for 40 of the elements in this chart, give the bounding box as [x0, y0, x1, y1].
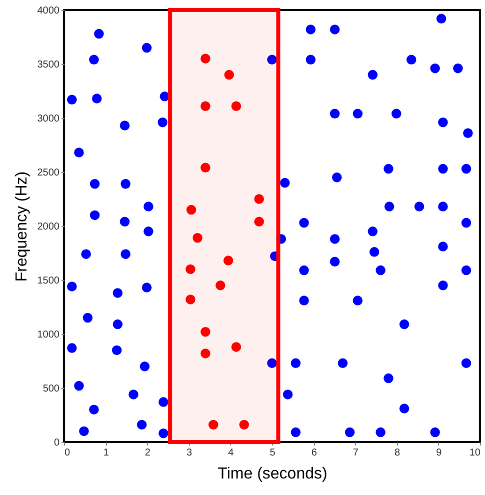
- point: [200, 348, 210, 358]
- point: [254, 216, 264, 227]
- y-tick-label: 3500: [37, 60, 60, 70]
- y-tick-label: 2500: [37, 168, 60, 178]
- point: [200, 326, 210, 337]
- y-tick-label: 1000: [37, 330, 60, 340]
- point: [192, 233, 202, 243]
- point: [254, 194, 264, 204]
- y-tick-label: 500: [42, 384, 60, 394]
- point: [186, 204, 196, 215]
- y-tick-label: 3000: [37, 114, 60, 124]
- x-tick-label: 5: [270, 448, 276, 458]
- x-axis-title: Time (seconds): [218, 466, 328, 482]
- point: [200, 162, 210, 173]
- y-tick-label: 1500: [37, 276, 60, 286]
- y-tick-label: 0: [54, 438, 60, 448]
- x-tick-label: 8: [394, 448, 401, 458]
- point: [186, 294, 196, 304]
- point: [186, 264, 196, 274]
- y-axis-title: Frequency (Hz): [13, 171, 30, 282]
- y-tick-label: 4000: [37, 6, 60, 16]
- point: [200, 54, 210, 64]
- point: [223, 256, 234, 266]
- x-tick-label: 4: [228, 448, 234, 458]
- point: [239, 420, 249, 430]
- x-tick-label: 6: [311, 448, 318, 458]
- x-tick-label: 1: [103, 448, 110, 458]
- x-tick-label: 3: [186, 448, 193, 458]
- x-tick-label: 9: [436, 448, 442, 458]
- point: [200, 101, 210, 111]
- x-tick-label: 2: [144, 448, 151, 458]
- point: [216, 280, 226, 290]
- x-tick-label: 0: [64, 448, 70, 458]
- point: [208, 420, 218, 430]
- y-tick-label: 2000: [37, 222, 60, 232]
- x-tick-label: 10: [469, 448, 481, 458]
- point: [231, 342, 242, 352]
- x-tick-label: 7: [352, 448, 359, 458]
- point: [231, 101, 242, 111]
- point: [224, 70, 234, 80]
